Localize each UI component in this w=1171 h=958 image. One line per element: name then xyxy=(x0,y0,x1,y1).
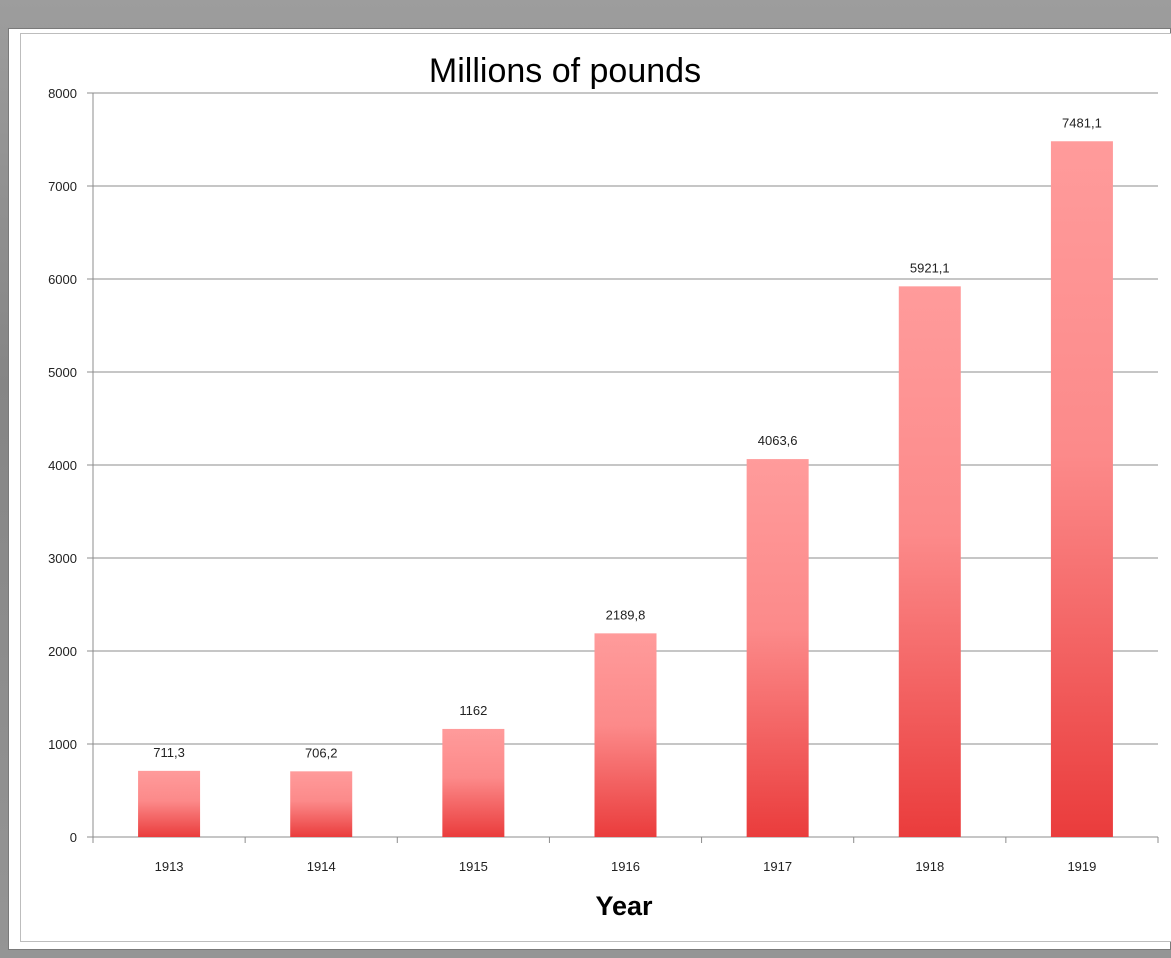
bar-1918 xyxy=(898,286,961,837)
data-labels: 711,3 706,2 1162 2189,8 4063,6 5921,1 7481,1 xyxy=(153,115,1102,760)
data-label-1918: 5921,1 xyxy=(910,260,950,275)
x-tick-label-1913: 1913 xyxy=(155,859,184,874)
y-tick-label: 6000 xyxy=(48,272,77,287)
x-axis-label: Year xyxy=(595,891,653,921)
y-tick-label: 2000 xyxy=(48,644,77,659)
data-label-1917: 4063,6 xyxy=(758,433,798,448)
y-tick-label: 7000 xyxy=(48,179,77,194)
y-tick-label: 8000 xyxy=(48,86,77,101)
x-tick-labels: 1913 1914 1915 1916 1917 1918 1919 xyxy=(155,859,1097,874)
bar-1914 xyxy=(290,771,353,837)
x-tick-label-1916: 1916 xyxy=(611,859,640,874)
data-label-1915: 1162 xyxy=(459,703,487,718)
x-tick-label-1917: 1917 xyxy=(763,859,792,874)
x-tick-label-1914: 1914 xyxy=(307,859,336,874)
data-label-1913: 711,3 xyxy=(153,745,185,760)
x-tick-label-1915: 1915 xyxy=(459,859,488,874)
x-tick-label-1918: 1918 xyxy=(915,859,944,874)
bar-1916 xyxy=(594,633,657,837)
data-label-1916: 2189,8 xyxy=(606,607,646,622)
data-label-1919: 7481,1 xyxy=(1062,115,1102,130)
bar-1917 xyxy=(746,459,809,837)
y-tick-label: 3000 xyxy=(48,551,77,566)
bars xyxy=(138,141,1113,838)
bar-1915 xyxy=(442,728,505,837)
y-tick-labels: 0 1000 2000 3000 4000 5000 6000 7000 8000 xyxy=(48,86,77,845)
data-label-1914: 706,2 xyxy=(305,745,338,760)
y-tick-label: 0 xyxy=(70,830,77,845)
chart-title: Millions of pounds xyxy=(429,52,701,90)
bar-1913 xyxy=(138,770,201,837)
y-tick-label: 4000 xyxy=(48,458,77,473)
x-tick-label-1919: 1919 xyxy=(1067,859,1096,874)
bar-1919 xyxy=(1050,141,1113,838)
y-tick-label: 5000 xyxy=(48,365,77,380)
y-tick-label: 1000 xyxy=(48,737,77,752)
